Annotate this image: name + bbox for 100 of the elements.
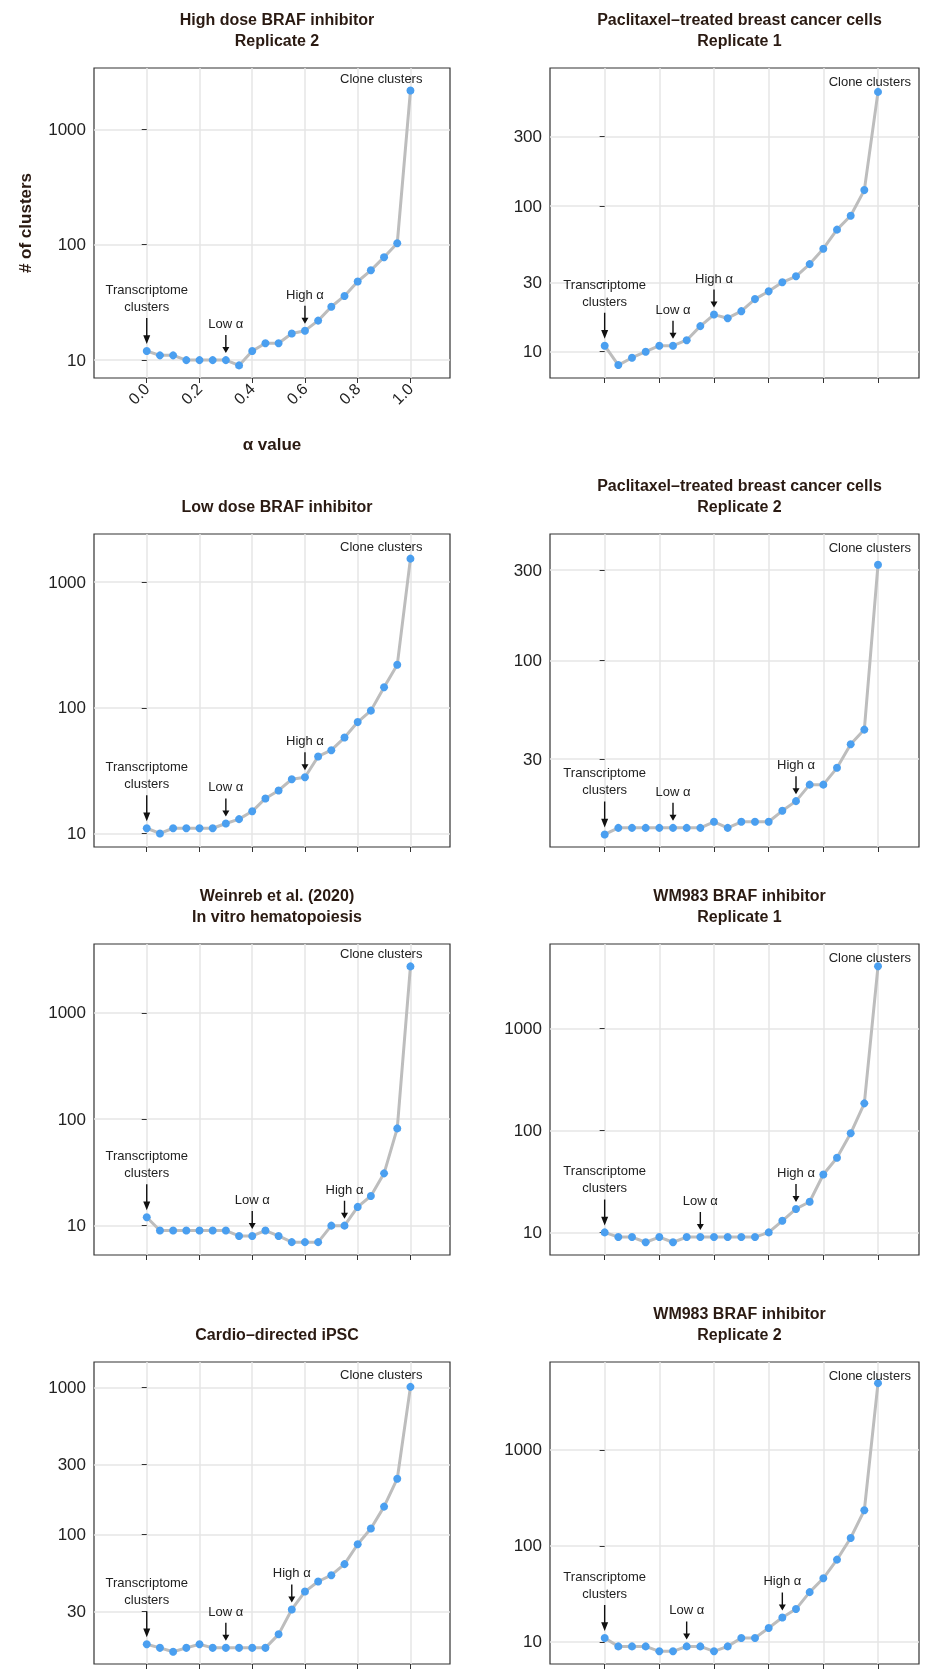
y-tick-label: 1000: [504, 1019, 542, 1039]
point: [819, 1170, 828, 1179]
point: [778, 1216, 787, 1225]
point: [751, 1233, 759, 1242]
chart-title: WM983 BRAF inhibitor Replicate 1: [653, 887, 826, 925]
point: [248, 1643, 257, 1652]
point: [380, 1169, 389, 1178]
point: [393, 239, 402, 248]
annotation: Clone clusters: [828, 950, 912, 965]
annotation: Low α: [655, 783, 691, 799]
point: [314, 752, 323, 761]
point: [366, 706, 375, 715]
point: [614, 361, 623, 370]
point: [764, 1623, 773, 1632]
point: [792, 272, 800, 281]
point: [287, 1605, 296, 1614]
point: [655, 823, 664, 832]
point: [846, 1129, 855, 1138]
y-tick-label: 1000: [48, 1377, 86, 1397]
annotation: High α: [272, 1565, 312, 1581]
point: [805, 780, 814, 789]
x-tick-label: 0.6: [283, 379, 312, 408]
point: [710, 817, 718, 826]
annotation: High α: [777, 757, 816, 773]
annotation: Transcriptome clusters: [105, 759, 189, 792]
point: [235, 1231, 244, 1240]
point: [406, 554, 415, 563]
point: [874, 962, 882, 971]
point: [155, 1226, 164, 1235]
point: [182, 1643, 191, 1652]
annotation: Transcriptome clusters: [563, 1569, 646, 1601]
y-tick-label: 10: [67, 1216, 86, 1236]
point: [155, 351, 164, 360]
point: [833, 1555, 841, 1564]
point: [723, 314, 732, 323]
point: [628, 1233, 636, 1242]
point: [327, 1571, 336, 1580]
point: [155, 1643, 164, 1652]
point: [600, 830, 609, 839]
point: [723, 1642, 732, 1651]
point: [248, 807, 257, 816]
chart-title: Paclitaxel–treated breast cancer cells Replicate 1: [597, 11, 882, 49]
point: [792, 1204, 800, 1213]
point: [778, 1613, 787, 1622]
point: [261, 339, 270, 348]
point: [327, 746, 336, 755]
point: [142, 1213, 151, 1222]
point: [406, 962, 415, 971]
point: [380, 1502, 389, 1511]
annotation: Low α: [208, 316, 244, 332]
point: [353, 277, 362, 286]
y-tick-label: 30: [523, 749, 542, 769]
point: [682, 1233, 691, 1242]
point: [314, 316, 323, 325]
point: [208, 1226, 217, 1235]
point: [300, 773, 309, 782]
point: [819, 1574, 828, 1583]
point: [142, 1640, 151, 1649]
point: [764, 287, 773, 296]
annotation: Clone clusters: [828, 74, 912, 89]
point: [600, 341, 609, 350]
point: [669, 823, 677, 832]
point: [833, 763, 841, 772]
x-tick-label: 0.2: [177, 379, 206, 408]
chart-title: High dose BRAF inhibitor Replicate 2: [179, 11, 375, 49]
x-tick-label: 0.4: [230, 379, 259, 408]
point: [614, 1233, 623, 1242]
y-tick-label: 100: [513, 1121, 542, 1141]
point: [300, 326, 309, 335]
point: [696, 322, 705, 331]
point: [655, 1647, 664, 1656]
point: [221, 1643, 230, 1652]
point: [300, 1587, 309, 1596]
point: [641, 1238, 650, 1247]
point: [235, 815, 244, 824]
point: [221, 819, 230, 828]
chart-title: Cardio–directed iPSC: [195, 1326, 360, 1343]
point: [860, 1506, 869, 1515]
annotation: Transcriptome clusters: [105, 1575, 189, 1608]
annotation: Low α: [682, 1193, 719, 1209]
point: [710, 310, 718, 319]
y-tick-label: 1000: [48, 1003, 86, 1023]
annotation: Clone clusters: [340, 538, 423, 554]
point: [641, 347, 650, 356]
annotation: High α: [763, 1573, 802, 1589]
annotation: Low α: [208, 1603, 244, 1619]
point: [169, 351, 178, 360]
point: [833, 225, 841, 234]
point: [641, 1642, 650, 1651]
point: [182, 824, 191, 833]
y-tick-label: 1000: [504, 1440, 542, 1460]
point: [751, 295, 759, 304]
point: [314, 1238, 323, 1247]
point: [248, 1231, 257, 1240]
point: [195, 824, 204, 833]
point: [874, 87, 882, 96]
point: [142, 824, 151, 833]
annotation: Transcriptome clusters: [105, 1148, 189, 1181]
point: [600, 1634, 609, 1642]
point: [669, 1647, 677, 1656]
